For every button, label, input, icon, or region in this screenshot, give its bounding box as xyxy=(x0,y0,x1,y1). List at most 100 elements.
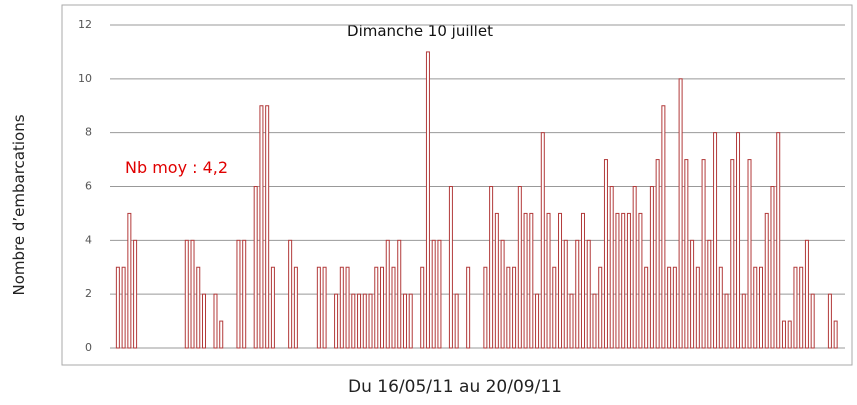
bar xyxy=(730,159,735,349)
bar xyxy=(316,266,321,349)
bar xyxy=(736,132,741,349)
bar xyxy=(523,212,528,349)
bar xyxy=(127,212,132,349)
bar xyxy=(787,320,792,349)
bar xyxy=(672,266,677,349)
bar xyxy=(804,239,809,349)
bar xyxy=(833,320,838,349)
bar xyxy=(270,266,275,349)
bar xyxy=(655,159,660,349)
bar xyxy=(644,266,649,349)
bar xyxy=(265,105,270,349)
bar xyxy=(758,266,763,349)
bar xyxy=(776,132,781,349)
bar xyxy=(684,159,689,349)
bar xyxy=(512,266,517,349)
bar xyxy=(190,239,195,349)
bar xyxy=(380,266,385,349)
bar xyxy=(196,266,201,349)
bar xyxy=(632,186,637,349)
bar xyxy=(827,293,832,349)
bar xyxy=(690,239,695,349)
bar xyxy=(454,293,459,349)
bar xyxy=(626,212,631,349)
bar xyxy=(293,266,298,349)
bar xyxy=(701,159,706,349)
bar xyxy=(121,266,126,349)
bar xyxy=(678,78,683,349)
bar xyxy=(466,266,471,349)
bar xyxy=(253,186,258,349)
bar xyxy=(753,266,758,349)
bar xyxy=(569,293,574,349)
bar xyxy=(540,132,545,349)
bar xyxy=(580,212,585,349)
bar xyxy=(420,266,425,349)
bar xyxy=(563,239,568,349)
bar xyxy=(385,239,390,349)
bar xyxy=(362,293,367,349)
bar xyxy=(592,293,597,349)
bar xyxy=(558,212,563,349)
bar xyxy=(489,186,494,349)
bar xyxy=(609,186,614,349)
bar xyxy=(799,266,804,349)
bar xyxy=(546,212,551,349)
bar xyxy=(397,239,402,349)
bar xyxy=(391,266,396,349)
bar xyxy=(368,293,373,349)
bar xyxy=(184,239,189,349)
bar xyxy=(615,212,620,349)
bar xyxy=(345,266,350,349)
bar xyxy=(713,132,718,349)
x-axis-label: Du 16/05/11 au 20/09/11 xyxy=(348,377,562,397)
bar xyxy=(374,266,379,349)
bar xyxy=(718,266,723,349)
bar xyxy=(552,266,557,349)
bar xyxy=(500,239,505,349)
bar xyxy=(236,239,241,349)
bar xyxy=(667,266,672,349)
bar xyxy=(448,186,453,349)
bar xyxy=(575,239,580,349)
bar xyxy=(517,186,522,349)
bar xyxy=(242,239,247,349)
bar xyxy=(621,212,626,349)
bar xyxy=(603,159,608,349)
bar xyxy=(764,212,769,349)
bar xyxy=(741,293,746,349)
bar xyxy=(638,212,643,349)
mean-label: Nb moy : 4,2 xyxy=(125,158,228,177)
annotation: Dimanche 10 juillet xyxy=(347,22,493,40)
bar xyxy=(213,293,218,349)
bar xyxy=(339,266,344,349)
bar xyxy=(202,293,207,349)
bar xyxy=(586,239,591,349)
bar xyxy=(351,293,356,349)
y-axis-label: Nombre d’embarcations xyxy=(10,114,28,295)
bar xyxy=(770,186,775,349)
bar xyxy=(724,293,729,349)
bar xyxy=(219,320,224,349)
bar xyxy=(431,239,436,349)
bar xyxy=(408,293,413,349)
bar xyxy=(506,266,511,349)
bar xyxy=(259,105,264,349)
bar xyxy=(695,266,700,349)
bar xyxy=(483,266,488,349)
y-tick-label: 12 xyxy=(78,18,92,31)
bar xyxy=(425,51,430,349)
bar xyxy=(529,212,534,349)
bar xyxy=(747,159,752,349)
bar xyxy=(357,293,362,349)
bar xyxy=(707,239,712,349)
bar xyxy=(288,239,293,349)
y-tick-label: 6 xyxy=(85,180,92,193)
y-tick-label: 10 xyxy=(78,72,92,85)
bar xyxy=(649,186,654,349)
y-tick-label: 0 xyxy=(85,341,92,354)
bar xyxy=(115,266,120,349)
bar xyxy=(793,266,798,349)
y-tick-label: 8 xyxy=(85,126,92,139)
